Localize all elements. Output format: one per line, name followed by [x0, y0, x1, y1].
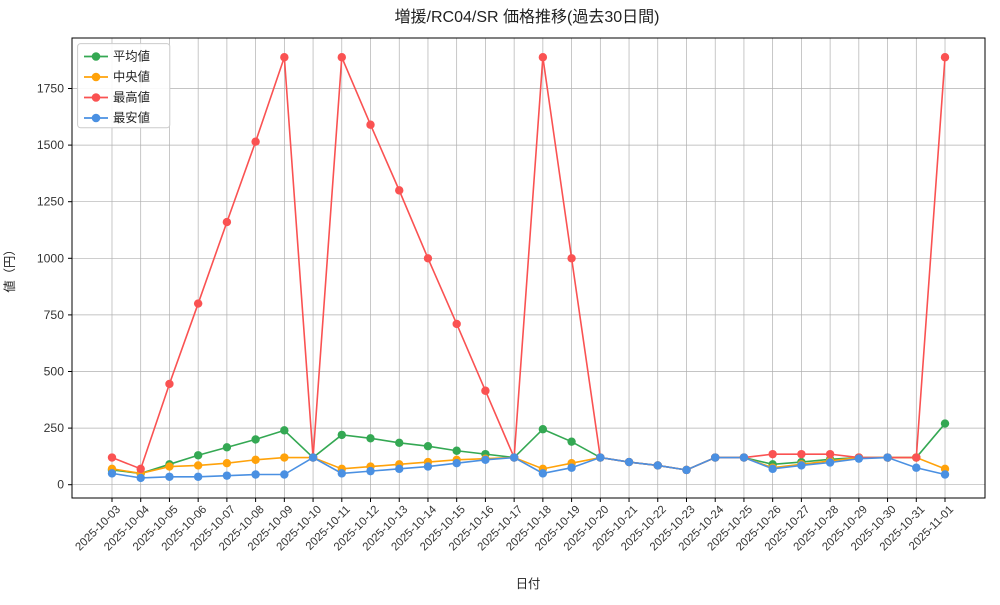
- svg-text:値（円）: 値（円）: [2, 243, 17, 292]
- svg-text:1250: 1250: [37, 195, 64, 209]
- svg-text:250: 250: [44, 421, 65, 435]
- svg-text:500: 500: [44, 365, 65, 379]
- svg-text:0: 0: [57, 478, 64, 492]
- svg-text:日付: 日付: [516, 577, 541, 591]
- svg-text:1000: 1000: [37, 251, 64, 265]
- svg-text:750: 750: [44, 308, 65, 322]
- svg-text:最安値: 最安値: [113, 110, 150, 125]
- svg-text:最高値: 最高値: [113, 90, 150, 105]
- svg-text:中央値: 中央値: [113, 69, 150, 84]
- svg-text:1750: 1750: [37, 82, 64, 96]
- svg-text:1500: 1500: [37, 138, 64, 152]
- svg-text:平均値: 平均値: [113, 49, 150, 64]
- svg-text:増援/RC04/SR 価格推移(過去30日間): 増援/RC04/SR 価格推移(過去30日間): [395, 8, 660, 26]
